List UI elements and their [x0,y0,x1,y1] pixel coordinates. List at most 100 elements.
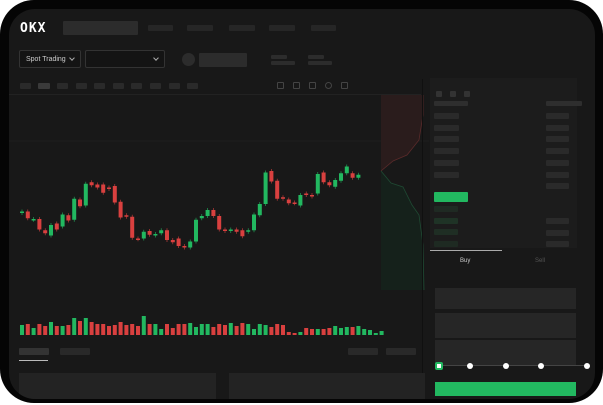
volume-bar [188,323,193,335]
book-both-icon [436,91,442,97]
volume-bar [223,325,227,335]
nav-item[interactable] [187,25,213,31]
ask-price [434,159,459,166]
volume-bar [182,324,187,335]
candle-down [350,173,355,178]
interval-button[interactable] [113,83,124,89]
book-header-price [434,101,468,106]
candle-up [344,166,349,174]
price-input[interactable] [435,288,576,309]
slider-stop-50[interactable] [503,363,509,369]
volume-bar [228,323,233,335]
volume-bar [350,327,355,335]
ruler-icon[interactable] [293,82,300,89]
candle-down [223,229,227,231]
book-bids-icon [450,91,456,97]
percent-slider-handle[interactable] [435,362,443,370]
volume-bar [20,325,24,335]
candle-up [60,214,65,227]
nav-item[interactable] [148,25,173,31]
coin-avatar [182,53,195,66]
interval-button[interactable] [38,83,50,89]
interval-button[interactable] [76,83,87,89]
volume-bar [194,327,198,335]
interval-button[interactable] [131,83,142,89]
depth-asks-area [381,95,423,171]
market-label: Spot Trading [26,55,66,63]
candle-down [286,199,291,204]
slider-stop-75[interactable] [538,363,544,369]
volume-bar [89,322,94,335]
interval-button[interactable] [169,83,180,89]
volume-bar [240,323,245,335]
volume-bar [246,324,251,335]
volume-bar [275,324,280,335]
interval-button[interactable] [57,83,68,89]
candle-down [240,230,245,237]
candle-down [130,216,135,238]
candle-down [112,186,117,203]
tab-buy[interactable]: Buy [460,258,471,264]
tab-sell[interactable]: Sell [535,258,546,264]
percent-slider-track[interactable] [439,365,589,366]
stat-value [308,61,332,65]
interval-button[interactable] [150,83,161,89]
candle-up [159,230,164,234]
candle-down [292,202,297,204]
settings-icon[interactable] [325,82,332,89]
volume-bar [379,331,384,335]
interval-button[interactable] [187,83,198,89]
candle-up [246,230,251,232]
ask-amount [546,171,569,178]
order-form-tab-underline [430,250,502,251]
tab-order-history[interactable] [60,348,90,355]
volume-bar [170,328,175,335]
volume-bar [344,327,349,335]
slider-stop-25[interactable] [467,363,473,369]
ask-price [434,171,459,178]
volume-bar [356,326,361,335]
slider-stop-100[interactable] [584,363,590,369]
nav-item[interactable] [311,25,336,31]
fullscreen-icon[interactable] [341,82,348,89]
filter-button[interactable] [386,348,416,355]
total-input[interactable] [435,340,576,365]
filter-button[interactable] [348,348,378,355]
okx-logo[interactable]: OKX [20,21,47,36]
volume-bar [176,324,181,335]
divider [422,79,423,399]
candle-up [83,183,88,206]
volume-bar [60,326,65,335]
book-asks-icon [464,91,470,97]
search-bar[interactable] [63,21,138,35]
candle-up [228,229,233,231]
price-display [199,53,247,67]
candle-down [118,201,123,218]
market-dropdown[interactable]: Spot Trading [19,50,81,68]
candle-down [310,195,314,197]
interval-button[interactable] [94,83,105,89]
volume-bar [257,324,262,335]
tab-open-orders[interactable] [19,348,49,355]
amount-input[interactable] [435,313,576,338]
candle-down [25,211,30,219]
book-header-amount [546,101,582,106]
ask-price [434,148,459,155]
volume-bar [78,321,82,335]
bid-price [434,217,458,224]
stat-value [271,61,295,65]
nav-item[interactable] [229,25,255,31]
candle-up [194,219,198,242]
volume-bar [72,318,77,335]
pair-dropdown[interactable] [85,50,165,68]
buy-button[interactable] [435,382,576,396]
interval-button[interactable] [20,83,31,89]
nav-item[interactable] [269,25,295,31]
camera-icon[interactable] [309,82,316,89]
volume-bar [205,324,210,335]
line-icon[interactable] [277,82,284,89]
volume-bar [292,333,297,335]
volume-bar [373,333,378,335]
candle-up [199,216,204,219]
